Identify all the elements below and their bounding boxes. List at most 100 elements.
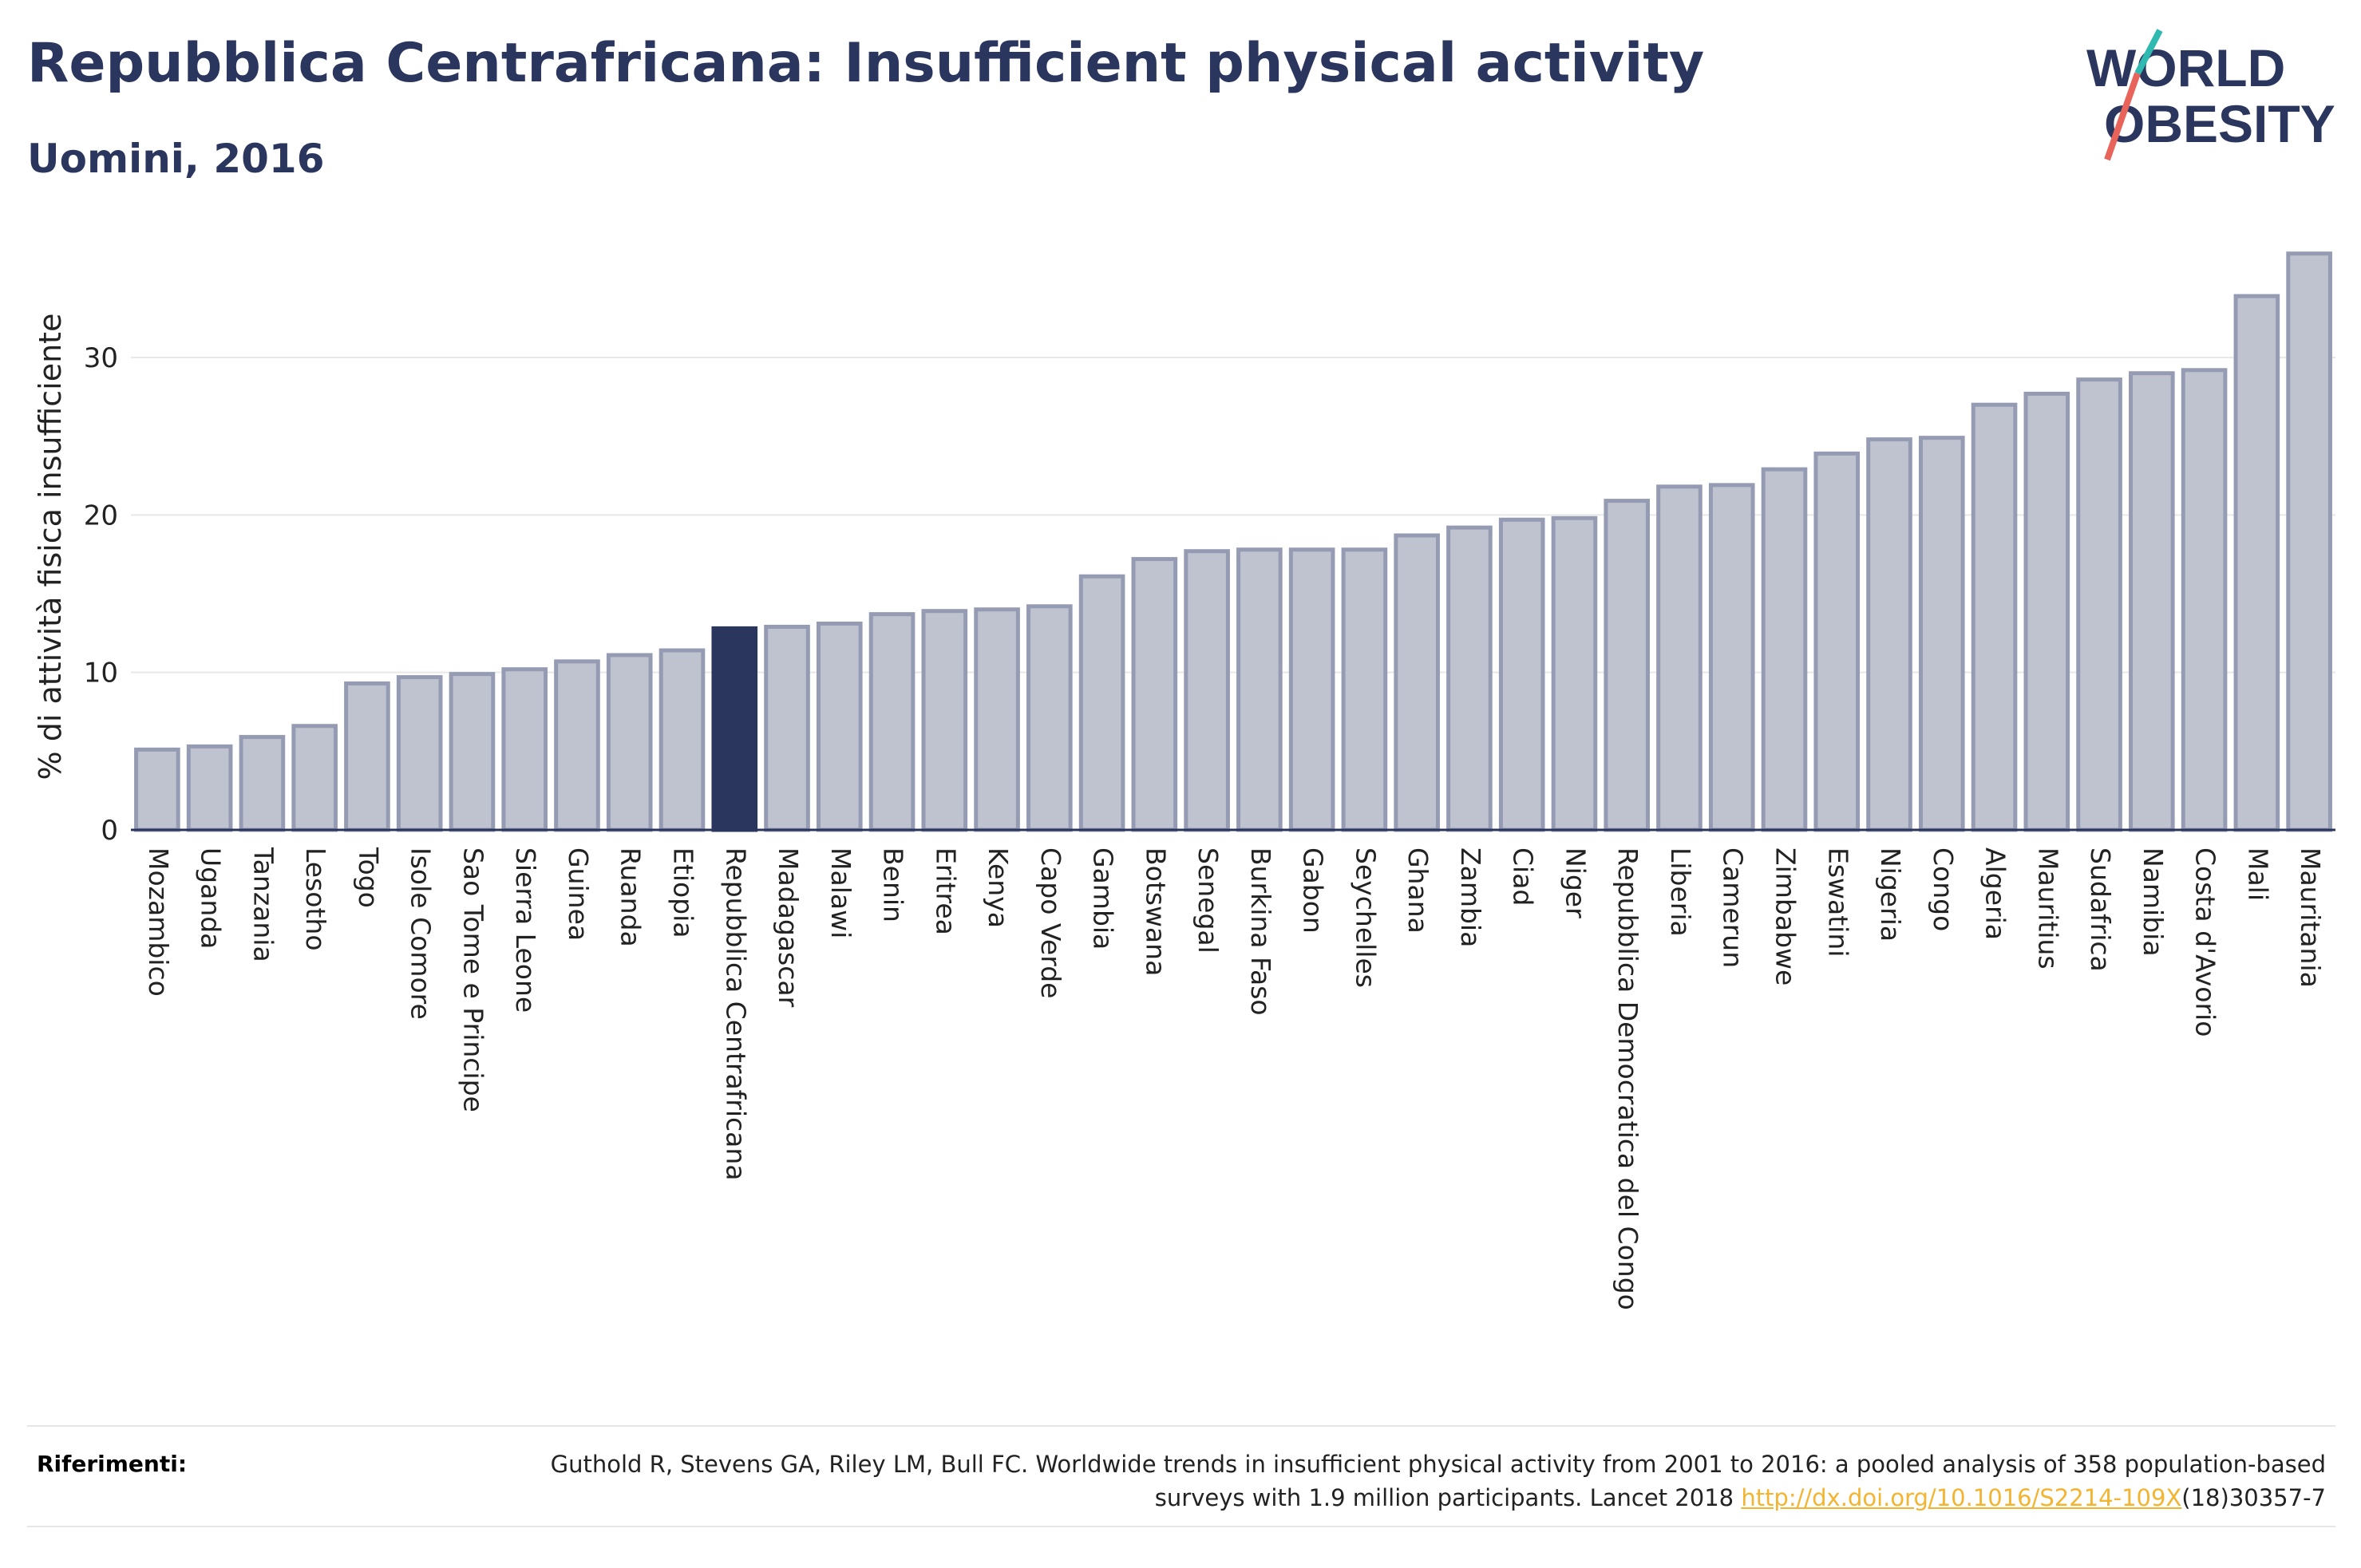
bar-isole-comore[interactable]	[396, 675, 443, 832]
bar-eritrea[interactable]	[921, 609, 968, 832]
x-tick-label: Camerun	[1718, 847, 1749, 968]
logo-line2: OBESITY	[2104, 94, 2335, 153]
x-tick-label: Ciad	[1508, 847, 1539, 906]
x-tick-label: Ghana	[1402, 847, 1434, 934]
y-tick-label: 30	[84, 342, 118, 374]
bar-chart: 0 10 20 30 Mozambico Uganda Tanzania Lesotho Tog…	[33, 251, 2335, 1310]
bar-madagascar[interactable]	[764, 624, 810, 832]
logo-line1: WORLD	[2086, 38, 2285, 97]
reference-divider-bottom	[27, 1526, 2335, 1527]
x-tick-label: Mozambico	[143, 847, 174, 997]
bar-botswana[interactable]	[1131, 557, 1178, 832]
x-tick-label: Repubblica Democratica del Congo	[1612, 847, 1643, 1310]
bar-sao-tome-e-principe[interactable]	[449, 672, 496, 832]
bar-lesotho[interactable]	[291, 724, 338, 832]
x-tick-label: Congo	[1928, 847, 1959, 931]
bar-benin[interactable]	[868, 612, 916, 832]
bar-mozambico[interactable]	[134, 747, 180, 832]
reference-citation-suffix: (18)30357-7	[2181, 1484, 2326, 1511]
x-tick-label: Niger	[1560, 847, 1591, 918]
bar-etiopia[interactable]	[658, 648, 706, 832]
x-tick-label: Namibia	[2138, 847, 2169, 957]
x-tick-label: Mali	[2242, 847, 2273, 901]
bar-guinea[interactable]	[554, 659, 600, 832]
bar-burkina-faso[interactable]	[1236, 547, 1283, 832]
bar-nigeria[interactable]	[1866, 437, 1912, 832]
x-tick-label: Mauritania	[2295, 847, 2326, 988]
bar-repubblica-centrafricana[interactable]	[711, 626, 758, 832]
reference-doi-link[interactable]: http://dx.doi.org/10.1016/S2214-109X	[1741, 1484, 2182, 1511]
bar-tanzania[interactable]	[239, 735, 286, 832]
reference-divider-top	[27, 1425, 2335, 1427]
bar-liberia[interactable]	[1656, 484, 1703, 832]
labels: 0 10 20 30 Mozambico Uganda Tanzania Lesotho Tog…	[33, 314, 2326, 1310]
x-tick-label: Lesotho	[300, 847, 331, 951]
bar-mali[interactable]	[2233, 294, 2280, 832]
x-tick-label: Uganda	[196, 847, 227, 949]
x-tick-label: Etiopia	[668, 847, 699, 938]
x-tick-label: Sudafrica	[2085, 847, 2116, 972]
x-tick-label: Kenya	[983, 847, 1014, 928]
x-tick-label: Sao Tome e Principe	[457, 847, 488, 1112]
bar-congo[interactable]	[1918, 436, 1965, 832]
bar-repubblica-democratica-del-congo[interactable]	[1604, 499, 1651, 832]
bar-ruanda[interactable]	[606, 653, 653, 832]
x-tick-label: Malawi	[825, 847, 856, 938]
x-tick-label: Burkina Faso	[1245, 847, 1276, 1016]
bar-ghana[interactable]	[1394, 533, 1440, 832]
references-text: Guthold R, Stevens GA, Riley LM, Bull FC…	[490, 1448, 2326, 1515]
bar-sudafrica[interactable]	[2076, 377, 2122, 832]
chart-subtitle: Uomini, 2016	[27, 136, 325, 182]
x-tick-label: Repubblica Centrafricana	[720, 847, 751, 1181]
bar-mauritius[interactable]	[2023, 391, 2070, 832]
bar-malawi[interactable]	[816, 621, 863, 832]
x-tick-label: Ruanda	[615, 847, 647, 947]
x-tick-label: Sierra Leone	[510, 847, 541, 1013]
bar-eswatini[interactable]	[1813, 451, 1861, 832]
bar-ciad[interactable]	[1498, 517, 1545, 832]
bar-uganda[interactable]	[186, 744, 233, 832]
bar-sierra-leone[interactable]	[501, 667, 548, 832]
bar-seychelles[interactable]	[1341, 547, 1388, 832]
references-label: Riferimenti:	[37, 1451, 188, 1477]
x-tick-label: Liberia	[1665, 847, 1696, 937]
x-tick-label: Zambia	[1455, 847, 1486, 947]
chart-title: Repubblica Centrafricana: Insufficient p…	[27, 32, 1705, 95]
bar-senegal[interactable]	[1184, 549, 1230, 832]
x-tick-label: Gambia	[1088, 847, 1119, 950]
x-tick-label: Algeria	[1980, 847, 2011, 940]
x-tick-label: Tanzania	[247, 847, 279, 962]
y-tick-label: 10	[84, 658, 118, 689]
bar-namibia[interactable]	[2129, 371, 2175, 832]
bar-gabon[interactable]	[1288, 547, 1335, 832]
x-tick-label: Botswana	[1140, 847, 1171, 976]
grid-lines	[131, 357, 2335, 673]
bar-mauritania[interactable]	[2286, 251, 2332, 832]
y-tick-label: 20	[84, 500, 118, 531]
bar-algeria[interactable]	[1971, 402, 2018, 832]
x-tick-label: Benin	[878, 847, 909, 922]
x-tick-label: Zimbabwe	[1770, 847, 1801, 985]
x-tick-label: Togo	[353, 847, 384, 908]
logo-slash-bottom	[2104, 72, 2141, 161]
bar-costa-d-avorio[interactable]	[2181, 368, 2228, 832]
bar-zimbabwe[interactable]	[1761, 467, 1808, 832]
y-axis-label: % di attività fisica insufficiente	[33, 314, 68, 780]
bar-togo[interactable]	[344, 681, 390, 832]
x-tick-label: Senegal	[1192, 847, 1224, 954]
bar-kenya[interactable]	[974, 607, 1020, 832]
x-tick-label: Isole Comore	[405, 847, 437, 1020]
x-tick-label: Nigeria	[1875, 847, 1906, 942]
reference-citation: Guthold R, Stevens GA, Riley LM, Bull FC…	[550, 1451, 2326, 1511]
bar-zambia[interactable]	[1446, 525, 1493, 832]
x-tick-label: Guinea	[563, 847, 594, 941]
bar-niger[interactable]	[1551, 515, 1598, 832]
bar-camerun[interactable]	[1708, 483, 1755, 832]
bar-capo-verde[interactable]	[1026, 604, 1073, 832]
bar-gambia[interactable]	[1078, 574, 1125, 832]
x-tick-label: Seychelles	[1350, 847, 1381, 988]
world-obesity-logo: WORLD OBESITY	[2086, 29, 2335, 161]
logo-slash-top	[2134, 29, 2163, 75]
x-tick-label: Madagascar	[773, 847, 804, 1008]
x-tick-label: Capo Verde	[1035, 847, 1066, 998]
